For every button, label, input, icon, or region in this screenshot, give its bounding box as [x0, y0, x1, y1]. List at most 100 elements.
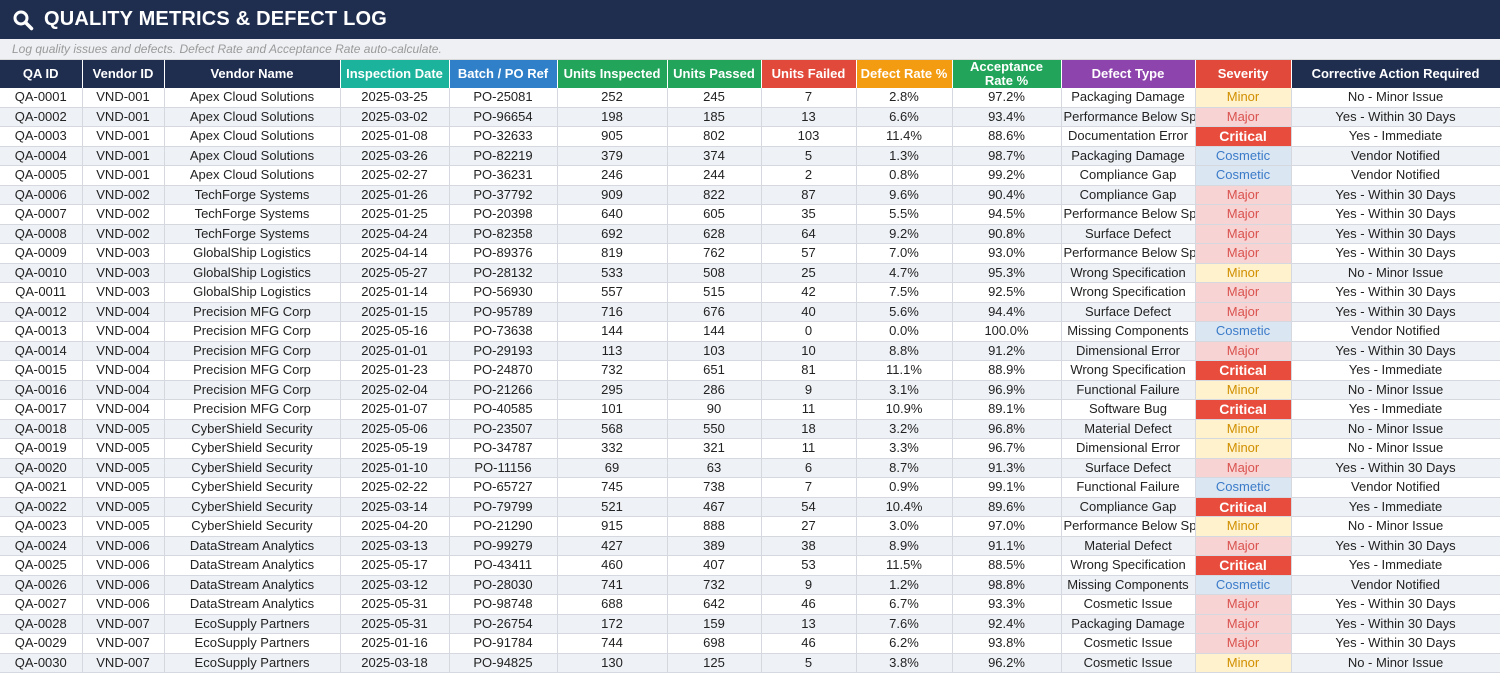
cell-units-passed[interactable]: 159: [667, 614, 762, 634]
cell-qa-id[interactable]: QA-0022: [0, 497, 83, 517]
cell-vendor-name[interactable]: TechForge Systems: [164, 185, 341, 205]
cell-defect-type[interactable]: Dimensional Error: [1061, 341, 1196, 361]
cell-defect-rate[interactable]: 2.8%: [856, 88, 953, 108]
cell-units-inspected[interactable]: 252: [557, 88, 668, 108]
cell-inspection-date[interactable]: 2025-01-26: [340, 185, 450, 205]
cell-qa-id[interactable]: QA-0001: [0, 88, 83, 108]
cell-qa-id[interactable]: QA-0013: [0, 321, 83, 342]
cell-vendor-id[interactable]: VND-001: [82, 165, 165, 186]
cell-corrective-action[interactable]: Vendor Notified: [1291, 165, 1500, 186]
cell-batch-po[interactable]: PO-26754: [449, 614, 558, 634]
column-header-units-inspected[interactable]: Units Inspected: [557, 60, 668, 88]
cell-vendor-id[interactable]: VND-006: [82, 594, 165, 615]
cell-vendor-name[interactable]: CyberShield Security: [164, 419, 341, 439]
cell-units-failed[interactable]: 57: [761, 243, 857, 264]
cell-units-passed[interactable]: 642: [667, 594, 762, 615]
cell-units-failed[interactable]: 13: [761, 107, 857, 127]
cell-defect-rate[interactable]: 3.8%: [856, 653, 953, 673]
cell-severity[interactable]: Major: [1195, 224, 1292, 244]
cell-units-passed[interactable]: 698: [667, 633, 762, 654]
cell-severity[interactable]: Cosmetic: [1195, 575, 1292, 595]
cell-units-inspected[interactable]: 744: [557, 633, 668, 654]
cell-severity[interactable]: Minor: [1195, 88, 1292, 108]
cell-defect-type[interactable]: Packaging Damage: [1061, 614, 1196, 634]
cell-qa-id[interactable]: QA-0008: [0, 224, 83, 244]
cell-units-inspected[interactable]: 688: [557, 594, 668, 615]
cell-units-inspected[interactable]: 521: [557, 497, 668, 517]
cell-qa-id[interactable]: QA-0029: [0, 633, 83, 654]
cell-defect-type[interactable]: Performance Below Spec: [1061, 516, 1196, 537]
cell-units-passed[interactable]: 732: [667, 575, 762, 595]
cell-inspection-date[interactable]: 2025-05-27: [340, 263, 450, 283]
cell-units-passed[interactable]: 628: [667, 224, 762, 244]
cell-defect-rate[interactable]: 8.8%: [856, 341, 953, 361]
cell-defect-rate[interactable]: 6.7%: [856, 594, 953, 615]
cell-batch-po[interactable]: PO-11156: [449, 458, 558, 478]
cell-vendor-id[interactable]: VND-005: [82, 419, 165, 439]
cell-qa-id[interactable]: QA-0011: [0, 282, 83, 303]
cell-inspection-date[interactable]: 2025-03-13: [340, 536, 450, 556]
cell-vendor-name[interactable]: Apex Cloud Solutions: [164, 107, 341, 127]
cell-defect-type[interactable]: Wrong Specification: [1061, 263, 1196, 283]
cell-vendor-id[interactable]: VND-004: [82, 399, 165, 420]
cell-units-passed[interactable]: 321: [667, 438, 762, 459]
cell-units-failed[interactable]: 53: [761, 555, 857, 576]
cell-units-passed[interactable]: 802: [667, 126, 762, 147]
cell-acceptance-rate[interactable]: 89.1%: [952, 399, 1062, 420]
cell-corrective-action[interactable]: No - Minor Issue: [1291, 419, 1500, 439]
cell-vendor-id[interactable]: VND-006: [82, 536, 165, 556]
cell-units-failed[interactable]: 103: [761, 126, 857, 147]
cell-acceptance-rate[interactable]: 92.4%: [952, 614, 1062, 634]
cell-severity[interactable]: Major: [1195, 614, 1292, 634]
cell-units-failed[interactable]: 46: [761, 594, 857, 615]
cell-units-inspected[interactable]: 144: [557, 321, 668, 342]
cell-batch-po[interactable]: PO-40585: [449, 399, 558, 420]
cell-vendor-name[interactable]: DataStream Analytics: [164, 594, 341, 615]
cell-batch-po[interactable]: PO-94825: [449, 653, 558, 673]
cell-qa-id[interactable]: QA-0021: [0, 477, 83, 498]
cell-units-inspected[interactable]: 741: [557, 575, 668, 595]
cell-units-failed[interactable]: 35: [761, 204, 857, 225]
cell-vendor-name[interactable]: GlobalShip Logistics: [164, 263, 341, 283]
cell-qa-id[interactable]: QA-0030: [0, 653, 83, 673]
cell-units-failed[interactable]: 11: [761, 438, 857, 459]
cell-severity[interactable]: Minor: [1195, 438, 1292, 459]
cell-corrective-action[interactable]: Yes - Within 30 Days: [1291, 185, 1500, 205]
cell-units-passed[interactable]: 389: [667, 536, 762, 556]
cell-defect-rate[interactable]: 5.6%: [856, 302, 953, 322]
cell-vendor-name[interactable]: GlobalShip Logistics: [164, 282, 341, 303]
cell-acceptance-rate[interactable]: 93.4%: [952, 107, 1062, 127]
cell-severity[interactable]: Major: [1195, 594, 1292, 615]
cell-units-failed[interactable]: 7: [761, 477, 857, 498]
cell-batch-po[interactable]: PO-82219: [449, 146, 558, 166]
cell-defect-rate[interactable]: 0.8%: [856, 165, 953, 186]
cell-vendor-id[interactable]: VND-005: [82, 497, 165, 517]
cell-units-passed[interactable]: 508: [667, 263, 762, 283]
cell-qa-id[interactable]: QA-0028: [0, 614, 83, 634]
cell-acceptance-rate[interactable]: 100.0%: [952, 321, 1062, 342]
cell-batch-po[interactable]: PO-32633: [449, 126, 558, 147]
cell-units-inspected[interactable]: 69: [557, 458, 668, 478]
cell-defect-rate[interactable]: 6.6%: [856, 107, 953, 127]
cell-units-passed[interactable]: 125: [667, 653, 762, 673]
cell-severity[interactable]: Major: [1195, 204, 1292, 225]
cell-corrective-action[interactable]: Yes - Immediate: [1291, 497, 1500, 517]
cell-units-passed[interactable]: 605: [667, 204, 762, 225]
cell-batch-po[interactable]: PO-65727: [449, 477, 558, 498]
cell-inspection-date[interactable]: 2025-01-25: [340, 204, 450, 225]
cell-inspection-date[interactable]: 2025-02-27: [340, 165, 450, 186]
cell-severity[interactable]: Minor: [1195, 653, 1292, 673]
cell-acceptance-rate[interactable]: 91.1%: [952, 536, 1062, 556]
cell-batch-po[interactable]: PO-29193: [449, 341, 558, 361]
cell-vendor-id[interactable]: VND-001: [82, 126, 165, 147]
cell-inspection-date[interactable]: 2025-04-14: [340, 243, 450, 264]
cell-defect-type[interactable]: Surface Defect: [1061, 224, 1196, 244]
cell-defect-rate[interactable]: 5.5%: [856, 204, 953, 225]
cell-corrective-action[interactable]: Yes - Within 30 Days: [1291, 341, 1500, 361]
cell-defect-rate[interactable]: 8.9%: [856, 536, 953, 556]
column-header-defect-type[interactable]: Defect Type: [1061, 60, 1196, 88]
cell-qa-id[interactable]: QA-0023: [0, 516, 83, 537]
cell-units-failed[interactable]: 11: [761, 399, 857, 420]
cell-defect-type[interactable]: Compliance Gap: [1061, 165, 1196, 186]
cell-severity[interactable]: Major: [1195, 341, 1292, 361]
